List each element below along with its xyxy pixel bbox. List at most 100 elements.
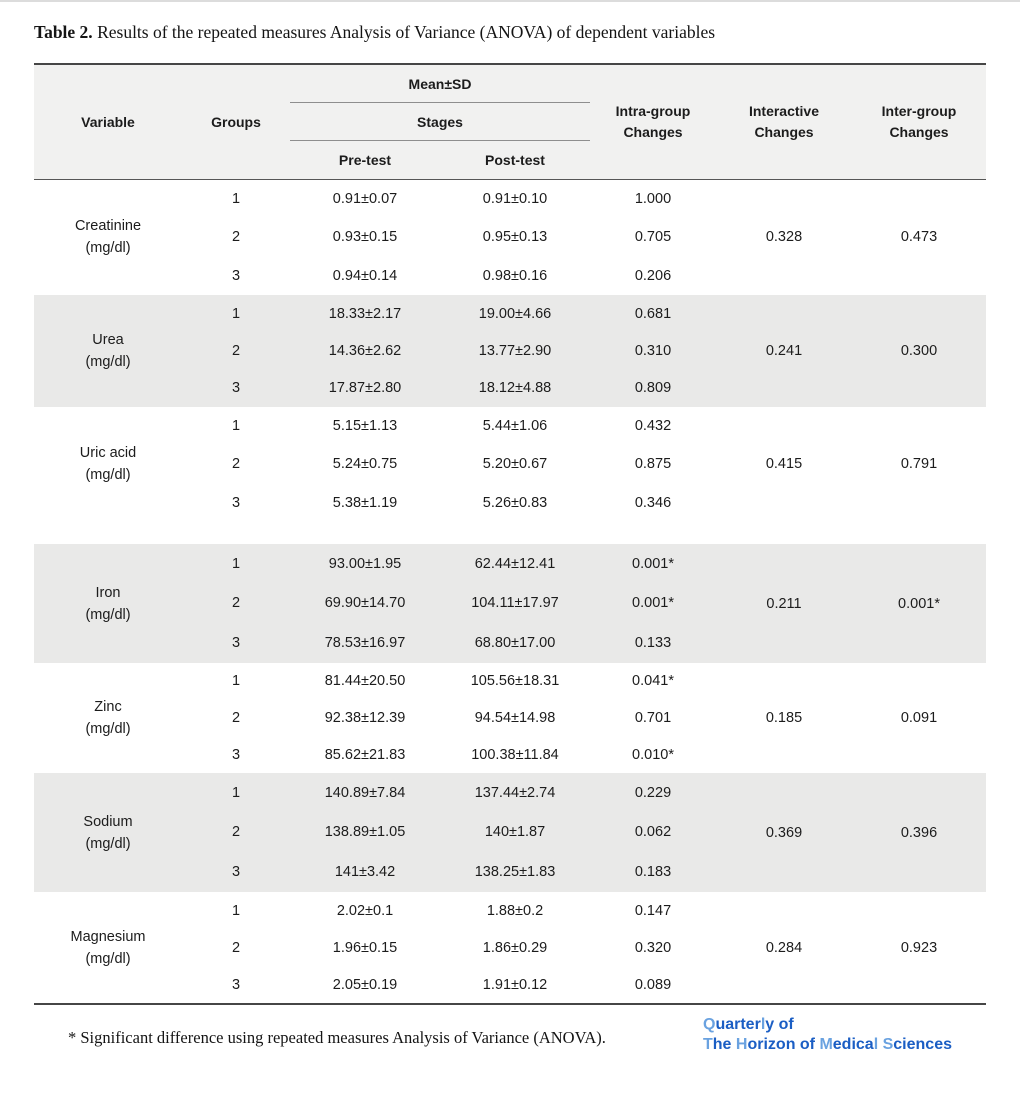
post-test-value: 104.11±17.97: [471, 595, 559, 612]
logo-text-segment: ciences: [893, 1036, 952, 1053]
logo-text-segment: uarter: [715, 1016, 761, 1033]
intra-group-changes-value: 0.875: [634, 456, 672, 473]
logo-text-segment: orizon of: [747, 1036, 820, 1053]
table-section: Iron (mg/dl) 0.211 0.001* 1 93.00±1.95 62.…: [34, 544, 986, 663]
logo-text-segment: l: [873, 1036, 879, 1053]
logo-text-segment: he: [712, 1036, 736, 1053]
variable-cell: Urea (mg/dl): [34, 295, 182, 407]
table-section: Urea (mg/dl) 0.241 0.300 1 18.33±2.17 19.0…: [34, 295, 986, 407]
pre-test-value: 1.96±0.15: [332, 939, 398, 956]
inter-group-changes-value: 0.091: [900, 710, 938, 726]
table-section: Magnesium (mg/dl) 0.284 0.923 1 2.02±0.1 1…: [34, 892, 986, 1003]
page-top-edge: [0, 0, 1020, 2]
group-number: 3: [231, 864, 241, 881]
inter-group-changes-value: 0.001*: [898, 595, 940, 612]
logo-text-segment: T: [703, 1036, 713, 1053]
group-number: 1: [231, 673, 241, 690]
intra-group-changes-value: 0.001*: [632, 595, 674, 612]
variable-cell: Uric acid (mg/dl): [34, 407, 182, 522]
group-number: 2: [231, 342, 241, 359]
pre-test-value: 0.94±0.14: [332, 267, 398, 284]
header-interactive-changes: Interactive Changes: [716, 65, 852, 179]
group-number: 3: [231, 380, 241, 397]
inter-group-changes-value: 0.300: [900, 342, 938, 359]
pre-test-value: 5.38±1.19: [332, 494, 398, 511]
intra-group-changes-value: 0.183: [634, 864, 672, 881]
intra-group-changes-value: 0.681: [634, 305, 672, 322]
intra-group-changes-value: 0.089: [634, 976, 672, 993]
variable-unit: (mg/dl): [85, 721, 131, 737]
pre-test-value: 93.00±1.95: [328, 555, 402, 572]
pre-test-value: 0.91±0.07: [332, 191, 398, 208]
post-test-value: 5.26±0.83: [482, 494, 548, 511]
header-pre-test: Pre-test: [338, 152, 392, 168]
table-section: Creatinine (mg/dl) 0.328 0.473 1 0.91±0.0…: [34, 180, 986, 295]
header-stages: Stages: [417, 113, 463, 130]
interactive-changes-value: 0.415: [765, 456, 803, 473]
pre-test-value: 92.38±12.39: [324, 709, 406, 726]
group-number: 3: [231, 494, 241, 511]
post-test-value: 138.25±1.83: [474, 864, 556, 881]
significance-footnote: * Significant difference using repeated …: [68, 1028, 606, 1047]
post-test-value: 0.95±0.13: [482, 229, 548, 246]
table-body: Creatinine (mg/dl) 0.328 0.473 1 0.91±0.0…: [34, 180, 986, 1003]
pre-test-value: 14.36±2.62: [328, 342, 402, 359]
pre-test-value: 140.89±7.84: [324, 784, 406, 801]
intra-group-changes-value: 0.001*: [632, 555, 674, 572]
post-test-value: 140±1.87: [484, 824, 546, 841]
logo-text-segment: Q: [703, 1016, 716, 1033]
variable-label: Iron: [95, 584, 121, 601]
header-inter-group-line1: Inter-group: [881, 103, 957, 119]
logo-text-segment: H: [735, 1036, 748, 1053]
post-test-value: 19.00±4.66: [478, 305, 552, 322]
intra-group-changes-value: 1.000: [634, 191, 672, 208]
header-inter-group-changes: Inter-group Changes: [852, 65, 986, 179]
header-inter-group-line2: Changes: [889, 124, 949, 140]
variable-unit: (mg/dl): [85, 353, 131, 370]
interactive-changes-value: 0.185: [765, 710, 803, 726]
variable-label: Urea: [92, 331, 124, 348]
variable-label: Sodium: [83, 813, 133, 830]
pre-test-value: 85.62±21.83: [324, 746, 406, 763]
post-test-value: 105.56±18.31: [470, 673, 560, 690]
table-section: Zinc (mg/dl) 0.185 0.091 1 81.44±20.50 105…: [34, 663, 986, 773]
logo-text-segment: l: [760, 1016, 766, 1033]
table-section: Uric acid (mg/dl) 0.415 0.791 1 5.15±1.13…: [34, 407, 986, 544]
post-test-value: 5.44±1.06: [482, 418, 548, 435]
intra-group-changes-value: 0.320: [634, 939, 672, 956]
post-test-value: 0.98±0.16: [482, 267, 548, 284]
intra-group-changes-value: 0.206: [634, 267, 672, 284]
intra-group-changes-value: 0.809: [634, 380, 672, 397]
header-interactive-line2: Changes: [754, 124, 814, 140]
table-caption-label: Table 2.: [34, 22, 93, 42]
post-test-value: 94.54±14.98: [474, 709, 556, 726]
header-mean-sd-block: Mean±SD Stages Pre-test Post-test: [290, 65, 590, 179]
header-variable: Variable: [81, 114, 135, 130]
group-number: 2: [231, 824, 241, 841]
variable-cell: Iron (mg/dl): [34, 544, 182, 663]
variable-cell: Zinc (mg/dl): [34, 663, 182, 773]
interactive-changes-value: 0.241: [765, 342, 803, 359]
post-test-value: 13.77±2.90: [478, 342, 552, 359]
group-number: 3: [231, 267, 241, 284]
variable-cell: Magnesium (mg/dl): [34, 892, 182, 1003]
post-test-value: 1.88±0.2: [486, 902, 544, 919]
pre-test-value: 2.05±0.19: [332, 976, 398, 993]
post-test-value: 62.44±12.41: [474, 555, 556, 572]
post-test-value: 1.86±0.29: [482, 939, 548, 956]
intra-group-changes-value: 0.229: [634, 784, 672, 801]
header-divider: [290, 102, 590, 103]
variable-unit: (mg/dl): [85, 606, 131, 623]
inter-group-changes-value: 0.791: [900, 456, 938, 473]
logo-text-segment: S: [882, 1036, 894, 1053]
variable-unit: (mg/dl): [85, 950, 131, 967]
interactive-changes-value: 0.328: [765, 229, 803, 246]
page-footer: * Significant difference using repeated …: [34, 1015, 986, 1055]
intra-group-changes-value: 0.010*: [632, 746, 674, 763]
group-number: 1: [231, 555, 241, 572]
variable-cell: Creatinine (mg/dl): [34, 180, 182, 295]
inter-group-changes-value: 0.923: [900, 939, 938, 956]
anova-results-table: Variable Groups Mean±SD Stages Pre-test …: [34, 63, 986, 1005]
logo-text-segment: edica: [832, 1036, 874, 1053]
header-interactive-line1: Interactive: [748, 103, 820, 119]
